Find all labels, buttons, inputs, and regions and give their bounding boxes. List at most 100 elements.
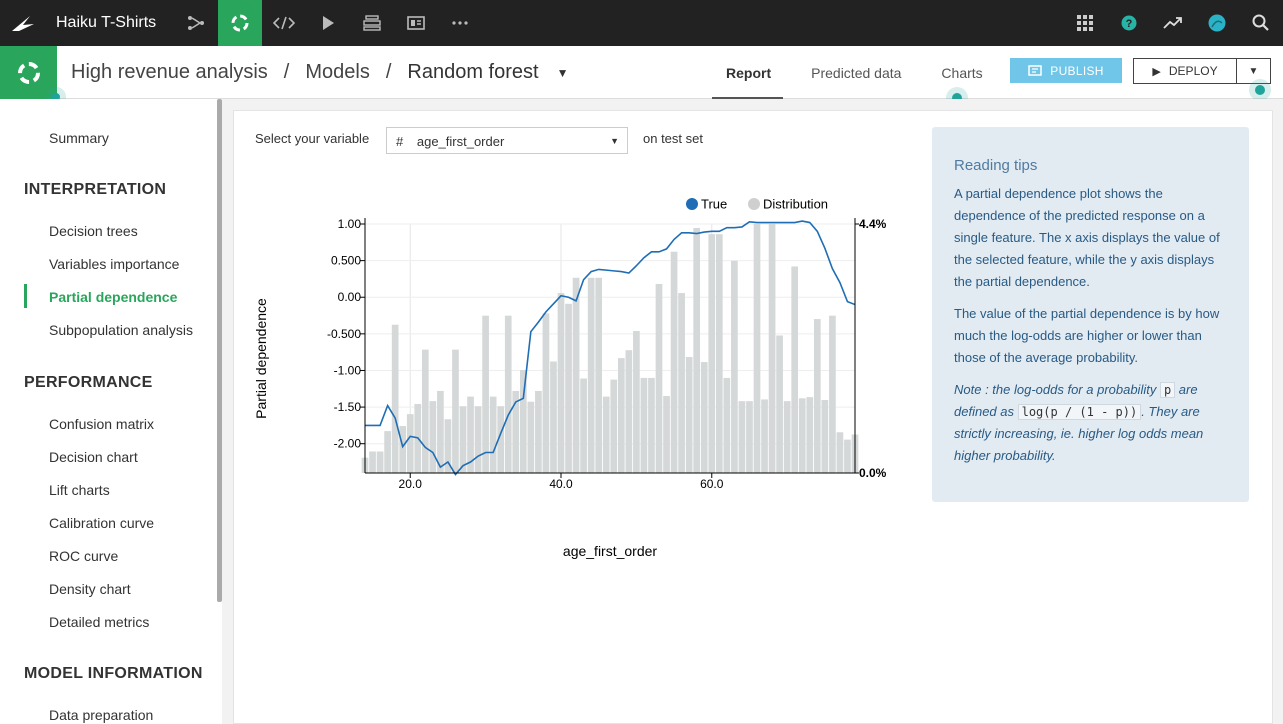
chart-legend[interactable]: True Distribution xyxy=(686,197,828,212)
caret-down-icon: ▼ xyxy=(1248,65,1259,77)
reading-tips-paragraph: The value of the partial dependence is b… xyxy=(954,306,1220,365)
distribution-bar xyxy=(376,451,384,473)
chevron-down-icon[interactable]: ▼ xyxy=(556,65,569,80)
distribution-bar xyxy=(542,313,550,473)
distribution-bar xyxy=(557,293,565,473)
run-icon[interactable] xyxy=(306,0,350,46)
note-code: p xyxy=(1159,382,1176,398)
distribution-bar xyxy=(836,432,844,473)
sidebar-item-roc-curve[interactable]: ROC curve xyxy=(49,548,119,564)
tour-hint-dot[interactable] xyxy=(52,93,60,101)
sidebar-item-decision-chart[interactable]: Decision chart xyxy=(49,449,138,465)
dataiku-logo-icon[interactable] xyxy=(0,0,46,46)
y2-tick-label: 4.4% xyxy=(859,217,887,231)
ml-lab-icon[interactable] xyxy=(218,0,263,46)
sidebar-item-summary[interactable]: Summary xyxy=(49,130,109,146)
breadcrumb-models[interactable]: Models xyxy=(305,61,370,83)
legend-label[interactable]: True xyxy=(701,197,727,212)
reading-tips-panel: Reading tips A partial dependence plot s… xyxy=(932,127,1249,502)
distribution-bar xyxy=(444,419,452,473)
legend-swatch[interactable] xyxy=(686,198,698,210)
y-axis-label: Partial dependence xyxy=(253,298,269,419)
sidebar-item-variables-importance[interactable]: Variables importance xyxy=(49,256,180,272)
distribution-bar xyxy=(587,277,595,473)
publish-label: PUBLISH xyxy=(1050,63,1104,78)
sidebar-active-indicator xyxy=(24,284,27,308)
distribution-bar xyxy=(700,362,708,473)
publish-button[interactable]: PUBLISH xyxy=(1010,58,1122,83)
report-sidebar: Summary INTERPRETATION Decision trees Va… xyxy=(0,99,222,724)
distribution-bar xyxy=(595,277,603,473)
distribution-bar xyxy=(625,350,633,473)
sidebar-item-detailed-metrics[interactable]: Detailed metrics xyxy=(49,614,150,630)
distribution-bar xyxy=(399,426,407,473)
distribution-bars xyxy=(361,224,859,473)
avatar[interactable] xyxy=(1195,0,1239,46)
distribution-bar xyxy=(535,390,542,473)
distribution-bar xyxy=(708,234,716,473)
model-icon xyxy=(0,46,57,99)
datasets-stack-icon[interactable] xyxy=(350,0,394,46)
sidebar-item-confusion-matrix[interactable]: Confusion matrix xyxy=(49,416,155,432)
numeric-type-icon: # xyxy=(396,134,404,149)
variable-select-value: age_first_order xyxy=(416,134,505,149)
distribution-bar xyxy=(406,414,414,473)
note-formula: log(p / (1 - p)) xyxy=(1017,404,1142,420)
tab-report[interactable]: Report xyxy=(712,46,784,99)
sidebar-scrollbar[interactable] xyxy=(217,99,222,602)
distribution-bar xyxy=(738,401,746,473)
sidebar-item-partial-dependence[interactable]: Partial dependence xyxy=(49,289,178,305)
legend-label[interactable]: Distribution xyxy=(763,197,828,212)
y-tick-label: 0.500 xyxy=(331,254,361,268)
distribution-bar xyxy=(813,319,821,473)
distribution-bar xyxy=(565,303,572,473)
project-name[interactable]: Haiku T-Shirts xyxy=(56,14,157,31)
x-axis-label: age_first_order xyxy=(563,543,658,559)
tab-predicted-data[interactable]: Predicted data xyxy=(811,65,902,81)
y-tick-label: -2.00 xyxy=(334,437,362,451)
breadcrumb-current-model[interactable]: Random forest xyxy=(407,61,539,83)
note-text: are defined as xyxy=(954,382,1198,419)
sidebar-item-subpopulation-analysis[interactable]: Subpopulation analysis xyxy=(49,322,193,338)
tour-hint-dot[interactable] xyxy=(1255,85,1265,95)
reading-tips-paragraph: A partial dependence plot shows the depe… xyxy=(954,186,1220,289)
sidebar-item-decision-trees[interactable]: Decision trees xyxy=(49,223,138,239)
more-icon[interactable] xyxy=(438,0,482,46)
legend-swatch[interactable] xyxy=(748,198,760,210)
sidebar-item-lift-charts[interactable]: Lift charts xyxy=(49,482,110,498)
breadcrumb-analysis[interactable]: High revenue analysis xyxy=(71,61,268,83)
sidebar-item-calibration-curve[interactable]: Calibration curve xyxy=(49,515,155,531)
distribution-bar xyxy=(437,390,444,473)
y-tick-label: -0.500 xyxy=(327,327,361,341)
deploy-options-button[interactable]: ▼ xyxy=(1236,58,1271,84)
distribution-bar xyxy=(527,401,535,473)
help-icon[interactable]: ? xyxy=(1107,0,1151,46)
distribution-bar xyxy=(678,293,685,473)
code-icon[interactable] xyxy=(262,0,306,46)
search-icon[interactable] xyxy=(1239,0,1283,46)
deploy-button[interactable]: ▶ DEPLOY xyxy=(1133,58,1237,84)
distribution-bar xyxy=(768,224,776,473)
dashboard-icon[interactable] xyxy=(394,0,438,46)
distribution-bar xyxy=(384,431,391,473)
distribution-bar xyxy=(504,315,512,473)
report-tabs: Report Predicted data Charts xyxy=(712,46,1023,99)
apps-grid-icon[interactable] xyxy=(1063,0,1107,46)
distribution-bar xyxy=(617,358,625,473)
play-icon: ▶ xyxy=(1152,65,1161,78)
distribution-bar xyxy=(497,406,505,473)
variable-select[interactable]: # age_first_order ▼ xyxy=(386,127,628,154)
flow-icon[interactable] xyxy=(174,0,218,46)
note-text: . They are strictly increasing, ie. high… xyxy=(954,404,1204,463)
tour-hint-dot[interactable] xyxy=(952,93,962,103)
sidebar-item-data-preparation[interactable]: Data preparation xyxy=(49,707,154,723)
distribution-bar xyxy=(844,439,851,473)
distribution-bar xyxy=(512,390,520,473)
sidebar-item-density-chart[interactable]: Density chart xyxy=(49,581,131,597)
reading-tips-note: Note : the log-odds for a probability p … xyxy=(954,379,1227,467)
distribution-bar xyxy=(670,251,678,473)
trend-icon[interactable] xyxy=(1151,0,1195,46)
distribution-bar xyxy=(452,349,459,473)
y-tick-label: 1.00 xyxy=(338,217,362,231)
tab-charts[interactable]: Charts xyxy=(941,65,983,81)
